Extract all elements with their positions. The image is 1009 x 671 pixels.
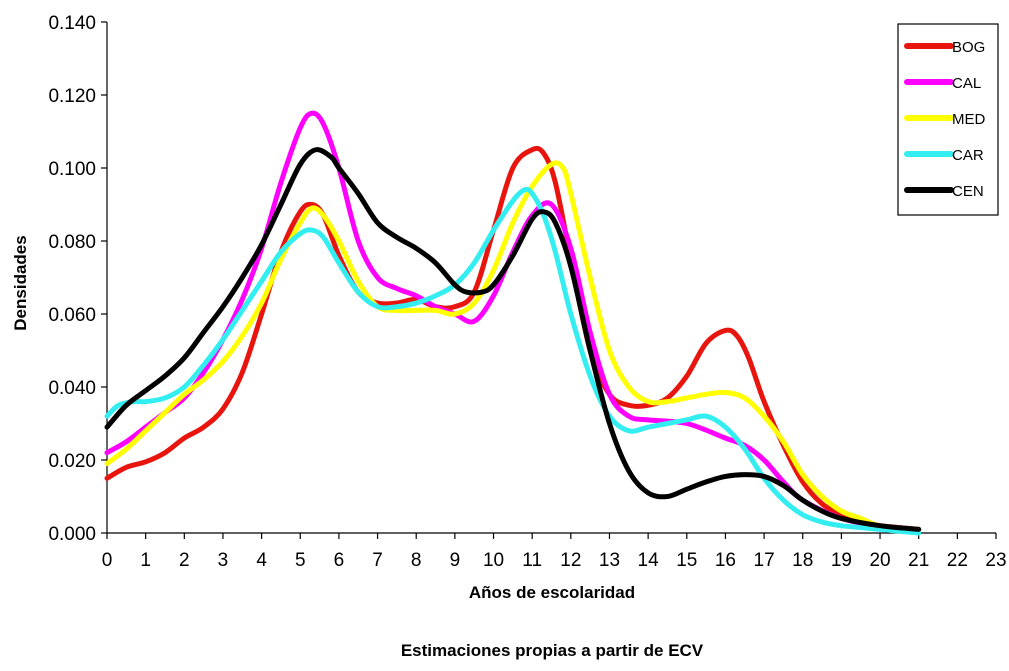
series-layer <box>104 110 922 536</box>
y-tick-label: 0.040 <box>48 378 96 399</box>
x-axis-ticks: 0 1 2 3 4 5 6 7 8 9 10 11 12 13 14 15 16 17 18 19 20 21 22 23 <box>102 533 1007 571</box>
x-tick-label: 10 <box>483 550 504 571</box>
x-tick-label: 22 <box>947 550 968 571</box>
legend: BOG CAL MED CAR CEN <box>897 23 999 216</box>
y-tick-label: 0.060 <box>48 305 96 326</box>
x-tick-label: 23 <box>985 550 1006 571</box>
source-note: Estimaciones propias a partir de ECV <box>401 641 704 660</box>
x-tick-label: 1 <box>140 550 151 571</box>
series-line-cen <box>104 147 922 532</box>
x-tick-label: 16 <box>715 550 736 571</box>
legend-label-car: CAR <box>952 147 984 164</box>
legend-label-cen: CEN <box>952 183 984 200</box>
series-line-bog <box>104 145 922 532</box>
y-tick-label: 0.100 <box>48 159 96 180</box>
x-tick-label: 19 <box>831 550 852 571</box>
x-tick-label: 0 <box>102 550 113 571</box>
x-tick-label: 14 <box>638 550 660 571</box>
x-tick-label: 8 <box>411 550 422 571</box>
x-tick-label: 6 <box>334 550 345 571</box>
y-axis-ticks: 0.000 0.020 0.040 0.060 0.080 0.100 0.120 0.140 <box>48 13 107 545</box>
y-axis-label: Densidades <box>11 235 30 330</box>
legend-items: BOG CAL MED CAR CEN <box>904 39 986 200</box>
x-tick-label: 15 <box>676 550 697 571</box>
x-tick-label: 5 <box>295 550 306 571</box>
x-tick-label: 4 <box>256 550 267 571</box>
y-tick-label: 0.140 <box>48 13 96 34</box>
x-tick-label: 20 <box>869 550 890 571</box>
x-tick-label: 7 <box>372 550 383 571</box>
x-tick-label: 12 <box>560 550 581 571</box>
legend-label-bog: BOG <box>952 39 985 56</box>
x-tick-label: 13 <box>599 550 620 571</box>
x-tick-label: 2 <box>179 550 190 571</box>
x-tick-label: 18 <box>792 550 813 571</box>
series-line-car <box>104 186 922 536</box>
series-line-med <box>104 160 922 532</box>
x-tick-label: 17 <box>754 550 775 571</box>
x-tick-label: 9 <box>450 550 461 571</box>
x-tick-label: 11 <box>522 550 542 571</box>
x-tick-label: 3 <box>218 550 229 571</box>
y-tick-label: 0.080 <box>48 232 96 253</box>
y-tick-label: 0.020 <box>48 451 96 472</box>
x-tick-label: 21 <box>908 550 929 571</box>
y-tick-label: 0.120 <box>48 86 96 107</box>
legend-label-med: MED <box>952 111 986 128</box>
legend-label-cal: CAL <box>952 75 981 92</box>
x-axis-label: Años de escolaridad <box>469 583 635 602</box>
y-tick-label: 0.000 <box>48 524 96 545</box>
